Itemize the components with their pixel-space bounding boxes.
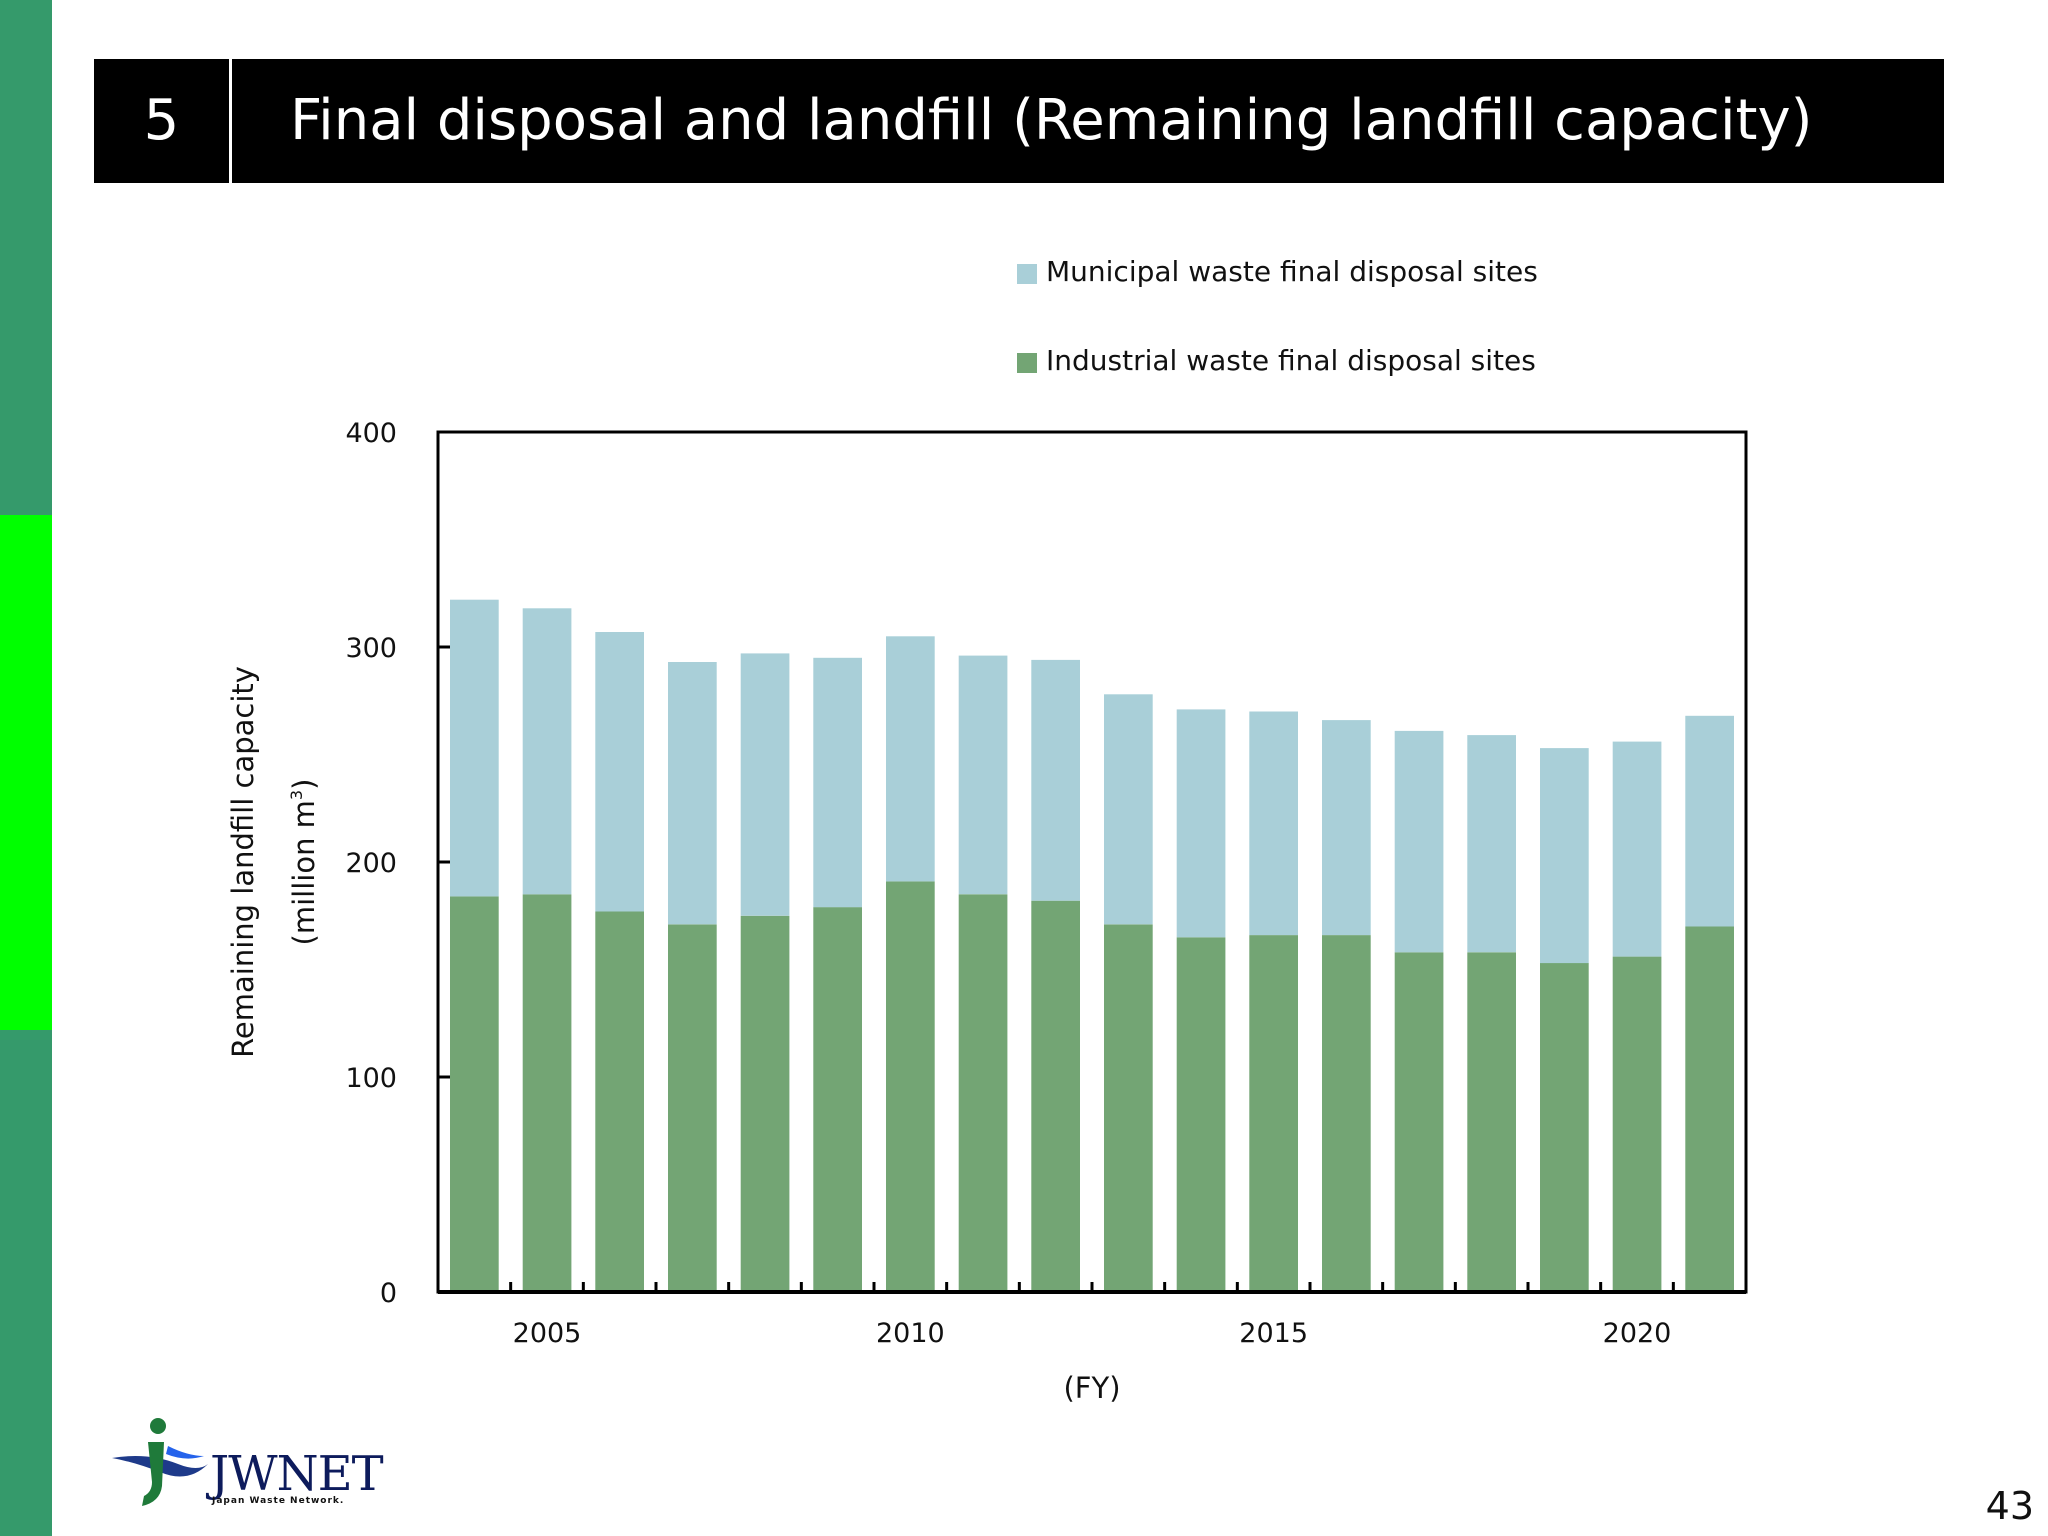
bar-municipal-2020 — [1612, 741, 1662, 957]
bar-municipal-2013 — [1104, 694, 1153, 925]
x-axis-title: (FY) — [1063, 1371, 1120, 1405]
x-tick-label-2020: 2020 — [1603, 1318, 1672, 1349]
bar-municipal-2006 — [595, 632, 644, 912]
bar-municipal-2018 — [1467, 735, 1516, 953]
bar-municipal-2010 — [886, 636, 935, 882]
x-tick-label-2005: 2005 — [513, 1318, 582, 1349]
bar-industrial-2011 — [958, 894, 1008, 1293]
y-tick-label-0: 0 — [380, 1278, 397, 1309]
bar-industrial-2012 — [1031, 900, 1080, 1292]
bar-industrial-2018 — [1467, 952, 1516, 1292]
page-title: Final disposal and landfill (Remaining l… — [290, 88, 1813, 153]
bar-municipal-2021 — [1685, 715, 1734, 927]
bar-industrial-2020 — [1612, 956, 1662, 1292]
y-tick-label-100: 100 — [345, 1063, 397, 1094]
bar-municipal-2005 — [522, 608, 572, 895]
bar-industrial-2014 — [1176, 937, 1226, 1293]
bar-municipal-2016 — [1322, 720, 1371, 936]
bar-municipal-2015 — [1249, 711, 1298, 936]
bar-municipal-2011 — [958, 655, 1008, 895]
chart-legend: Municipal waste final disposal sites Ind… — [1017, 255, 1538, 377]
sidebar-stripe-highlight — [0, 515, 52, 1030]
y-tick-label-300: 300 — [345, 633, 397, 664]
sidebar-stripe-bottom — [0, 1030, 52, 1536]
jwnet-logo-subtitle: Japan Waste Network. — [212, 1496, 345, 1506]
y-tick-label-200: 200 — [345, 848, 397, 879]
bar-municipal-2014 — [1176, 709, 1226, 938]
bar-industrial-2021 — [1685, 926, 1734, 1292]
jwnet-logo-wordmark: JWNET — [210, 1446, 384, 1502]
page-number: 43 — [1985, 1484, 2034, 1528]
bar-municipal-2009 — [813, 657, 862, 908]
y-axis-unit-close: ) — [287, 779, 321, 790]
x-tick-label-2010: 2010 — [876, 1318, 945, 1349]
bar-industrial-2019 — [1540, 963, 1589, 1292]
section-number: 5 — [143, 88, 180, 153]
sidebar-stripe-top — [0, 0, 52, 515]
jwnet-logo-mark — [112, 1418, 208, 1506]
bar-industrial-2005 — [522, 894, 572, 1293]
bar-industrial-2007 — [668, 924, 717, 1292]
header-divider — [229, 59, 232, 183]
legend-swatch-industrial — [1017, 353, 1037, 373]
bar-industrial-2009 — [813, 907, 862, 1292]
bar-industrial-2006 — [595, 911, 644, 1292]
bar-industrial-2004 — [450, 896, 499, 1292]
x-ticks-group: 2005 2010 2015 2020 — [509, 1282, 1675, 1349]
y-axis-title: Remaining landfill capacity — [226, 666, 260, 1058]
bar-municipal-2017 — [1394, 730, 1444, 953]
bar-municipal-2007 — [668, 662, 717, 925]
bar-municipal-2019 — [1540, 748, 1589, 964]
bar-industrial-2016 — [1322, 935, 1371, 1292]
bar-industrial-2015 — [1249, 935, 1298, 1292]
bar-industrial-2017 — [1394, 952, 1444, 1292]
y-axis-unit-superscript: 3 — [287, 790, 306, 800]
bar-municipal-2008 — [740, 653, 790, 916]
x-tick-label-2015: 2015 — [1239, 1318, 1308, 1349]
legend-label-municipal: Municipal waste final disposal sites — [1046, 255, 1538, 288]
bar-municipal-2004 — [450, 599, 499, 897]
y-axis-unit-text: (million m — [287, 800, 321, 945]
bar-industrial-2010 — [886, 881, 935, 1292]
legend-label-industrial: Industrial waste final disposal sites — [1046, 344, 1536, 377]
header-band: 5 Final disposal and landfill (Remaining… — [94, 59, 1944, 183]
legend-swatch-municipal — [1017, 264, 1037, 284]
y-ticks-group: 0 100 200 300 400 — [345, 418, 450, 1309]
y-axis-unit: (million m3) — [287, 779, 321, 946]
y-axis-title-group: Remaining landfill capacity — [226, 666, 260, 1058]
bar-industrial-2013 — [1104, 924, 1153, 1292]
bar-municipal-2012 — [1031, 659, 1080, 901]
bars-group — [450, 599, 1734, 1293]
bar-industrial-2008 — [740, 915, 790, 1293]
y-tick-label-400: 400 — [345, 418, 397, 449]
jwnet-logo: JWNET Japan Waste Network. — [108, 1412, 384, 1512]
y-axis-unit-group: (million m3) — [287, 779, 321, 946]
